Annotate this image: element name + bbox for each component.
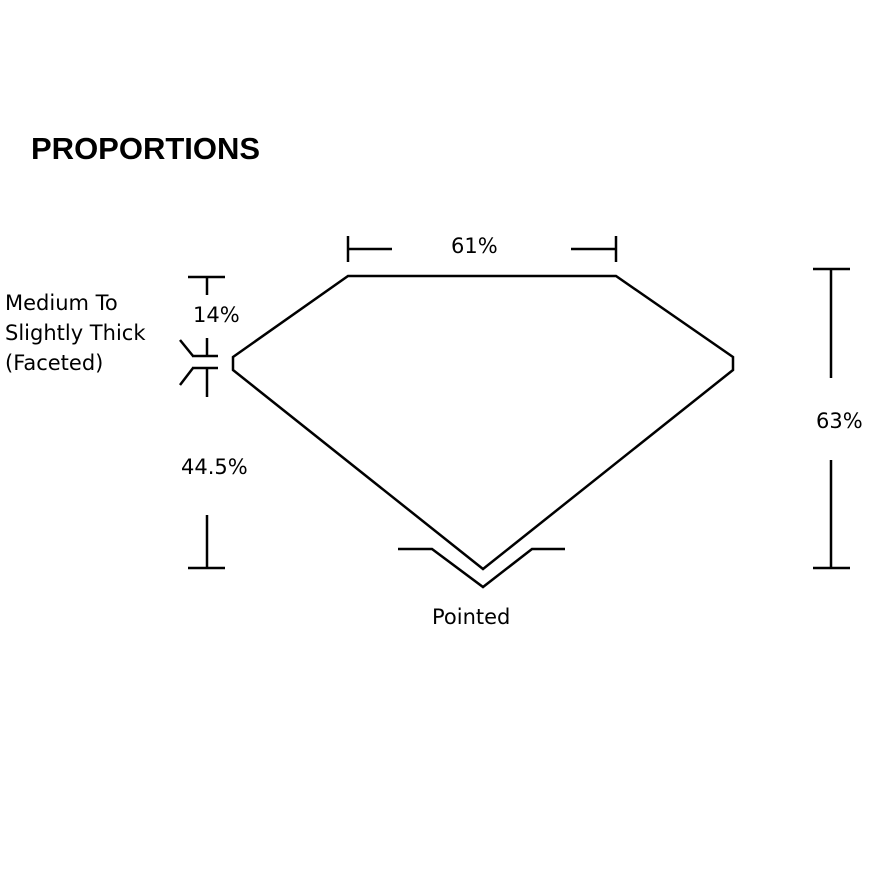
girdle-label-line: (Faceted) [5,351,104,375]
pavilion-label: 44.5% [181,455,248,479]
crown-dimension [188,275,225,358]
culet-marker [398,547,565,589]
girdle-marker [179,339,194,386]
crown-label: 14% [193,303,240,327]
culet-label: Pointed [432,605,511,629]
girdle-label-line: Slightly Thick [5,321,146,345]
diamond-outline [231,274,735,571]
girdle-label-line: Medium To [5,291,118,315]
table-dimension [346,236,618,262]
pavilion-dimension [188,366,225,570]
page-title: PROPORTIONS [31,131,261,166]
depth-label: 63% [816,409,863,433]
girdle-label: Medium To Slightly Thick (Faceted) [5,288,146,378]
depth-dimension [813,267,850,570]
table-label: 61% [451,234,498,258]
